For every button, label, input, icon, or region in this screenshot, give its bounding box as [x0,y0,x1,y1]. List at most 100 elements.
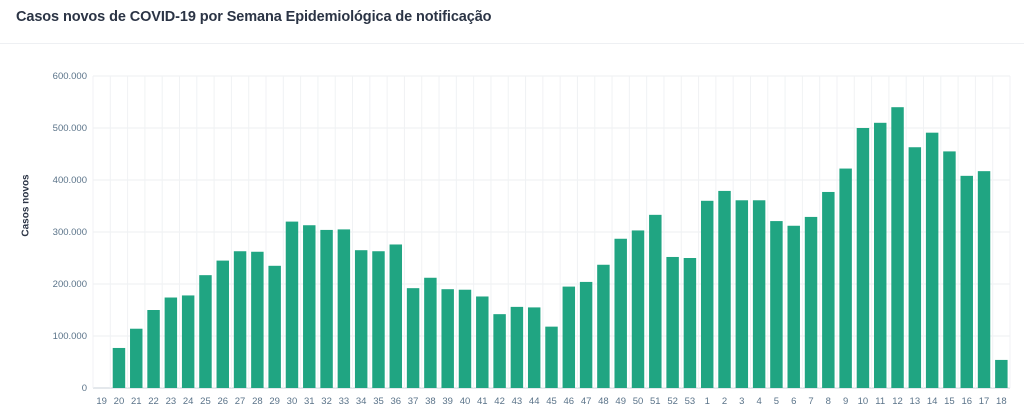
bar-week-11[interactable] [874,122,887,389]
x-tick-label: 12 [892,396,903,407]
bar-week-27[interactable] [233,251,247,388]
x-tick-label: 47 [581,396,592,407]
bar-week-24[interactable] [181,295,195,388]
bar-week-43[interactable] [510,306,524,388]
bar-week-10[interactable] [856,128,870,388]
x-tick-label: 15 [944,396,955,407]
bar-week-44[interactable] [527,307,541,388]
bar-week-31[interactable] [303,225,316,388]
y-tick-label: 600.000 [53,71,87,82]
x-tick-label: 20 [114,396,125,407]
bar-week-32[interactable] [320,229,333,388]
bar-week-34[interactable] [354,250,368,388]
y-tick-label: 400.000 [53,175,87,186]
bar-week-48[interactable] [597,264,610,388]
chart-title: Casos novos de COVID-19 por Semana Epide… [16,9,492,25]
bar-week-47[interactable] [579,281,593,388]
bar-week-4[interactable] [752,200,766,388]
x-tick-label: 34 [356,396,367,407]
bar-week-1[interactable] [700,200,714,388]
x-tick-label: 22 [148,396,159,407]
x-tick-label: 21 [131,396,142,407]
bar-week-46[interactable] [562,286,576,388]
bar-week-28[interactable] [251,251,264,388]
bar-week-29[interactable] [268,265,281,388]
bar-week-52[interactable] [666,256,679,388]
bar-week-9[interactable] [839,168,852,388]
bar-week-36[interactable] [389,244,403,388]
x-tick-label: 30 [287,396,298,407]
x-tick-label: 52 [667,396,678,407]
bar-week-15[interactable] [943,151,956,388]
y-tick-label: 300.000 [53,227,87,238]
bar-week-42[interactable] [493,314,506,388]
bar-week-35[interactable] [372,251,385,388]
x-tick-label: 3 [739,396,744,407]
x-tick-label: 24 [183,396,194,407]
x-tick-label: 43 [512,396,523,407]
x-tick-label: 48 [598,396,609,407]
x-tick-label: 27 [235,396,246,407]
x-tick-label: 13 [910,396,921,407]
x-tick-label: 45 [546,396,557,407]
bar-week-2[interactable] [718,190,731,388]
bar-week-40[interactable] [458,289,472,388]
x-tick-label: 28 [252,396,263,407]
x-tick-label: 38 [425,396,436,407]
bar-week-25[interactable] [199,275,212,388]
bar-week-39[interactable] [441,289,454,388]
x-tick-label: 40 [460,396,471,407]
bar-week-7[interactable] [804,216,818,388]
x-tick-label: 44 [529,396,540,407]
x-tick-label: 51 [650,396,661,407]
bar-week-21[interactable] [130,328,143,388]
bar-week-3[interactable] [735,200,749,388]
x-tick-label: 4 [756,396,761,407]
bar-week-5[interactable] [770,221,783,388]
bar-week-33[interactable] [337,229,351,388]
bars-layer [112,107,1008,389]
bar-week-14[interactable] [925,132,939,388]
bar-week-37[interactable] [406,288,420,388]
x-tick-label: 35 [373,396,384,407]
x-tick-label: 11 [875,396,885,407]
bar-week-41[interactable] [476,296,489,388]
x-tick-label: 17 [979,396,990,407]
bar-week-50[interactable] [631,230,645,388]
bar-week-23[interactable] [164,297,178,388]
bar-week-45[interactable] [545,326,558,388]
y-tick-label: 100.000 [53,331,87,342]
x-tick-label: 46 [564,396,575,407]
bar-week-8[interactable] [822,191,835,388]
x-tick-label: 49 [615,396,626,407]
x-tick-label: 41 [477,396,488,407]
x-tick-label: 36 [390,396,401,407]
y-tick-label: 500.000 [53,123,87,134]
bar-week-51[interactable] [649,214,662,388]
x-tick-label: 14 [927,396,938,407]
y-tick-layer: 0 100.000 200.000 300.000 400.000 500.000 600.… [53,71,87,394]
x-tick-label: 31 [304,396,315,407]
bar-week-30[interactable] [285,221,299,388]
bar-week-17[interactable] [977,171,991,388]
bar-week-6[interactable] [787,225,800,388]
bar-week-13[interactable] [908,147,922,388]
x-tick-label: 7 [808,396,813,407]
x-tick-label: 10 [858,396,869,407]
bar-week-16[interactable] [960,175,973,388]
x-tick-label: 9 [843,396,848,407]
x-tick-label: 42 [494,396,505,407]
bar-week-18[interactable] [995,359,1008,388]
bar-week-26[interactable] [216,260,229,388]
bar-week-49[interactable] [614,238,627,388]
bar-week-12[interactable] [891,107,904,388]
bar-week-38[interactable] [424,277,437,388]
x-tick-label: 32 [321,396,332,407]
x-tick-label: 18 [996,396,1007,407]
bar-week-22[interactable] [147,310,160,388]
bar-week-53[interactable] [683,258,697,388]
y-tick-label: 200.000 [53,279,87,290]
bar-week-20[interactable] [112,347,126,388]
x-tick-label: 2 [722,396,727,407]
